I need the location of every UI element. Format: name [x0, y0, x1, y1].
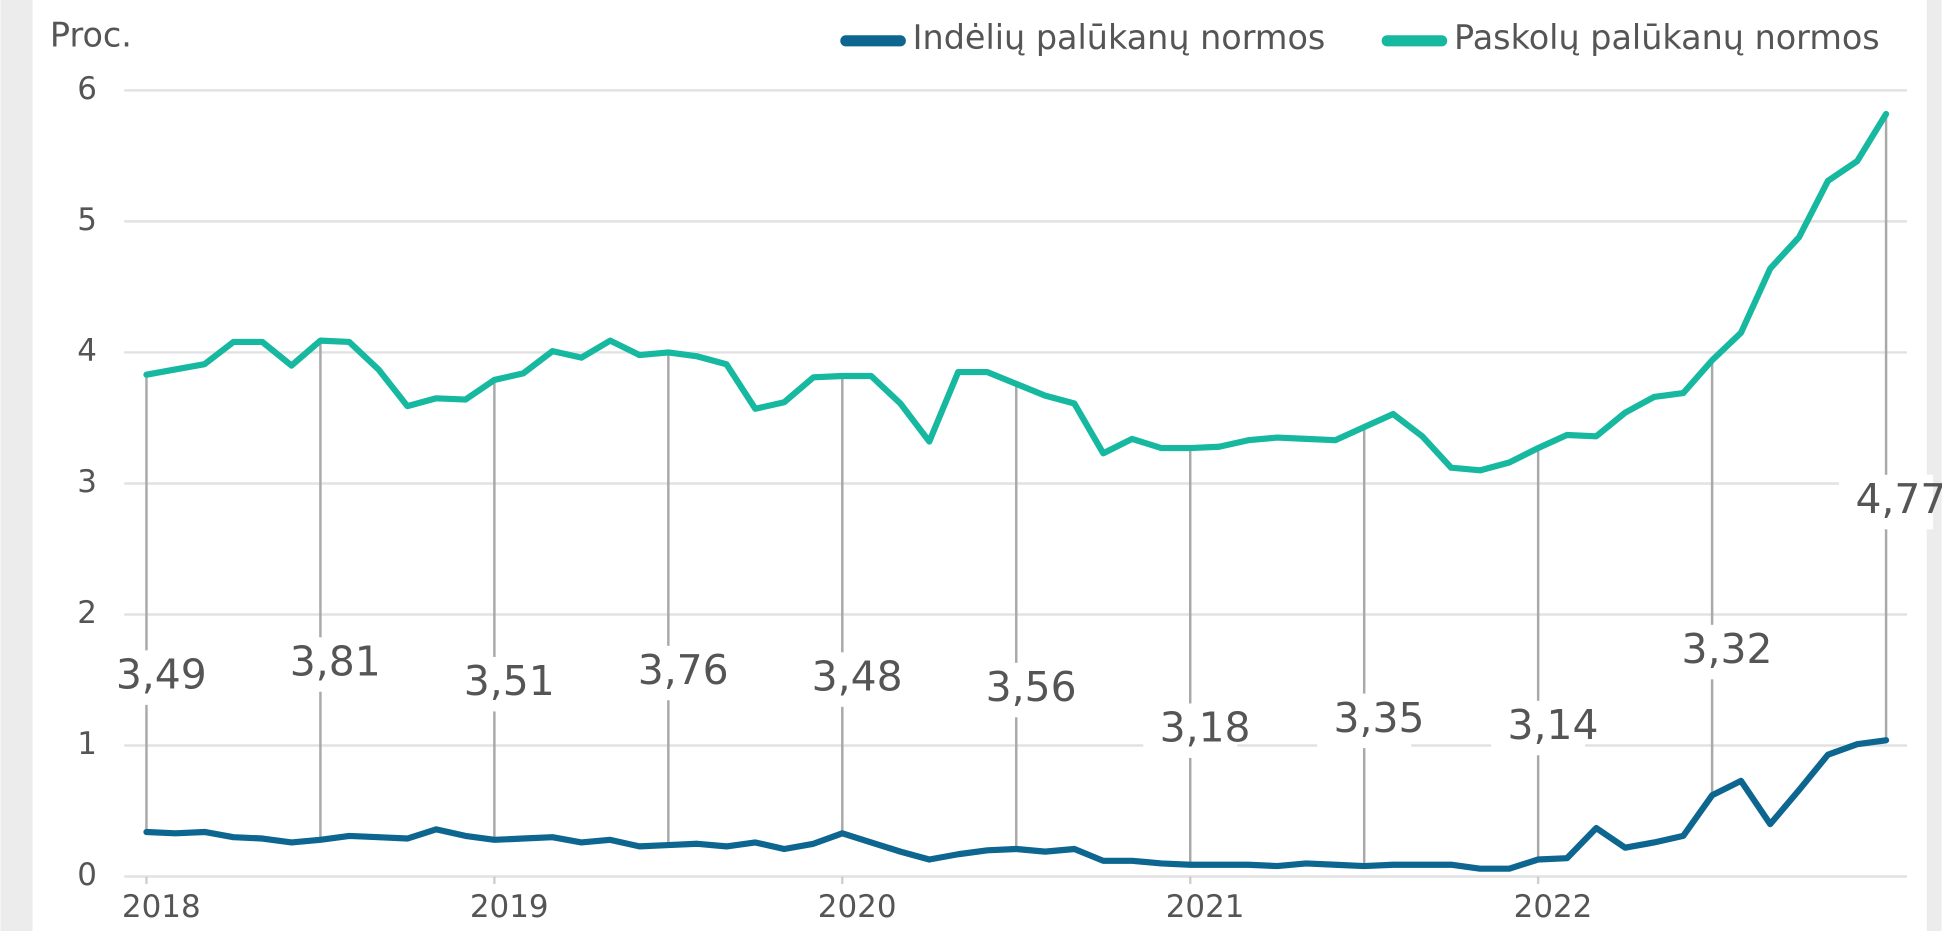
y-tick-label: 0	[77, 857, 97, 893]
y-tick-label: 1	[77, 726, 97, 762]
left-margin	[0, 0, 33, 931]
legend-label: Paskolų palūkanų normos	[1454, 18, 1880, 57]
spread-label: 3,49	[116, 651, 207, 699]
y-tick-label: 3	[77, 464, 97, 500]
spread-label: 3,56	[986, 663, 1077, 711]
spread-label-bg	[795, 652, 890, 707]
legend-label: Indėlių palūkanų normos	[913, 18, 1326, 57]
spread-label: 3,48	[812, 653, 903, 701]
spread-label: 3,18	[1160, 704, 1251, 752]
spread-label-bg	[1839, 474, 1934, 530]
spread-label: 3,76	[638, 646, 729, 694]
x-tick-label: 2018	[122, 889, 201, 925]
x-tick-label: 2021	[1166, 889, 1245, 925]
spread-label-bg	[1317, 693, 1412, 749]
spread-label: 3,32	[1681, 625, 1772, 673]
spread-label: 3,14	[1508, 701, 1599, 749]
y-tick-label: 5	[77, 202, 97, 238]
spread-label: 3,81	[290, 638, 381, 686]
y-tick-label: 4	[77, 333, 97, 369]
spread-label-bg	[273, 637, 368, 692]
spread-label: 4,77	[1855, 475, 1942, 523]
y-axis-label: Proc.	[50, 16, 132, 55]
series-line	[143, 110, 1890, 474]
spread-label: 3,35	[1334, 694, 1425, 742]
x-tick-label: 2020	[818, 889, 897, 925]
spread-label: 3,51	[464, 657, 555, 705]
spreads	[145, 115, 1888, 867]
spread-label-bg	[447, 656, 542, 712]
x-tick-label: 2022	[1514, 889, 1593, 925]
x-tick-label: 2019	[470, 889, 549, 925]
spread-label-bg	[99, 650, 194, 705]
y-tick-label: 6	[77, 71, 97, 107]
right-margin	[1926, 0, 1942, 931]
y-tick-label: 2	[77, 595, 97, 631]
spread-label-bg	[969, 662, 1064, 718]
spread-label-bg	[1143, 703, 1238, 758]
spread-label-bg	[1665, 624, 1760, 680]
spread-label-bg	[1491, 700, 1586, 756]
spread-label-bg	[621, 645, 716, 701]
series-line	[143, 737, 1890, 872]
